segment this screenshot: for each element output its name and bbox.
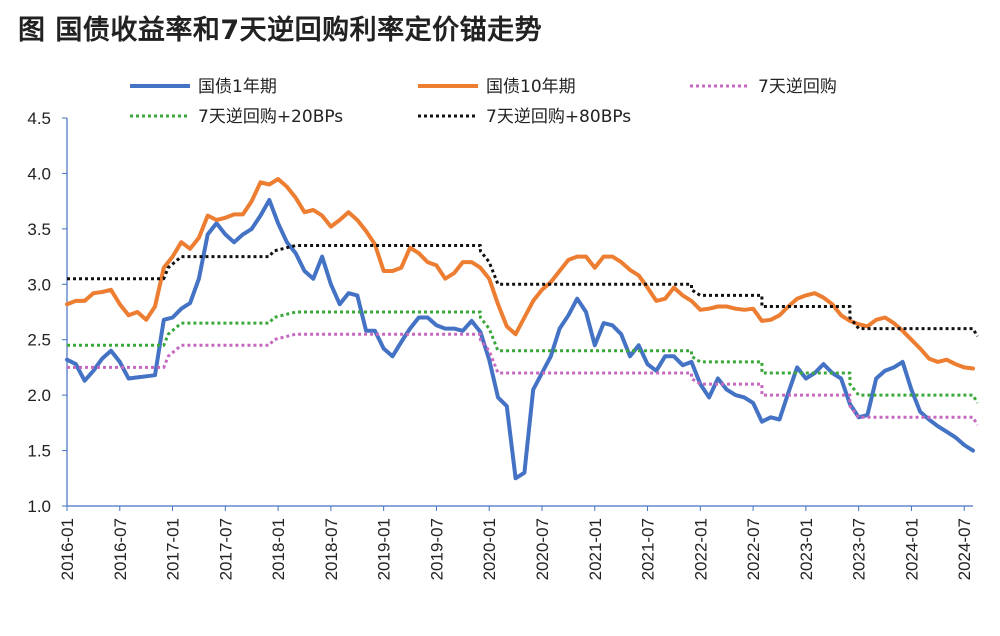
- x-tick-label: 2017-01: [164, 518, 183, 580]
- legend-label-4: 7天逆回购+80BPs: [486, 107, 631, 127]
- x-tick-label: 2024-07: [955, 518, 974, 580]
- x-tick-label: 2017-07: [216, 518, 235, 580]
- x-tick-label: 2022-01: [691, 518, 710, 580]
- x-tick-label: 2023-07: [850, 518, 869, 580]
- y-tick-label: 1.5: [27, 442, 51, 461]
- x-tick-label: 2018-07: [322, 518, 341, 580]
- x-tick-label: 2022-07: [744, 518, 763, 580]
- y-tick-label: 4.0: [27, 164, 51, 183]
- y-tick-label: 4.5: [27, 109, 51, 128]
- x-tick-label: 2019-01: [375, 518, 394, 580]
- x-tick-label: 2020-07: [533, 518, 552, 580]
- legend-label-2: 7天逆回购: [758, 77, 837, 97]
- x-tick-label: 2016-01: [58, 518, 77, 580]
- y-tick-label: 3.5: [27, 220, 51, 239]
- chart-title: 图 国债收益率和7天逆回购利率定价锚走势: [18, 15, 543, 46]
- x-tick-label: 2019-07: [427, 518, 446, 580]
- legend-label-1: 国债10年期: [486, 77, 576, 97]
- series-line-1: [65, 177, 975, 371]
- legend-label-3: 7天逆回购+20BPs: [198, 107, 343, 127]
- legend: 国债1年期 国债10年期 7天逆回购 7天逆回购+20BPs 7天逆回购+80BPs: [130, 77, 837, 127]
- y-tick-label: 2.0: [27, 386, 51, 405]
- x-tick-label: 2016-07: [111, 518, 130, 580]
- series-line-0: [65, 198, 975, 481]
- x-tick-label: 2020-01: [480, 518, 499, 580]
- y-tick-label: 1.0: [27, 497, 51, 516]
- x-tick-label: 2021-07: [639, 518, 658, 580]
- x-tick-label: 2018-01: [269, 518, 288, 580]
- y-tick-label: 3.0: [27, 275, 51, 294]
- legend-label-0: 国债1年期: [198, 77, 277, 97]
- x-tick-label: 2021-01: [586, 518, 605, 580]
- series-group: [65, 177, 979, 481]
- x-tick-label: 2023-01: [797, 518, 816, 580]
- axes: 1.0 1.5 2.0 2.5 3.0 3.5 4.0 4.5 2016-01 2016-07 20…: [27, 109, 974, 580]
- x-tick-label: 2024-01: [902, 518, 921, 580]
- y-tick-label: 2.5: [27, 331, 51, 350]
